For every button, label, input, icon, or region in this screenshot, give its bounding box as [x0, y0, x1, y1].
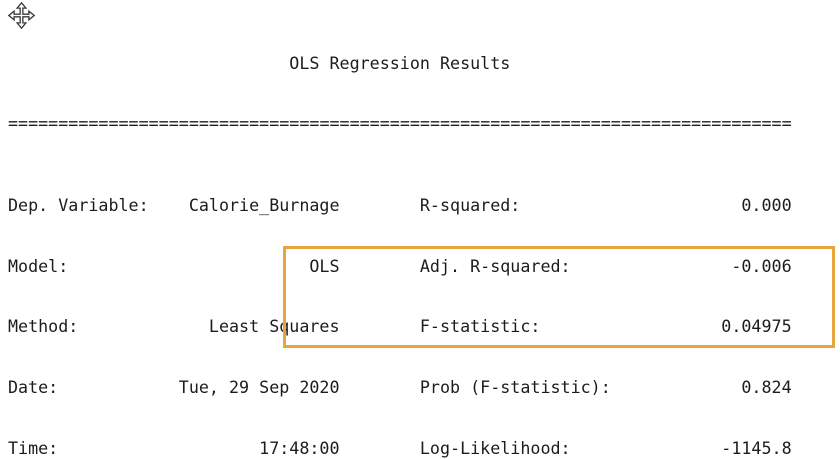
model-info-row: Time: 17:48:00 Log-Likelihood: -1145.8	[8, 438, 822, 458]
summary-title: OLS Regression Results	[289, 52, 511, 73]
model-info-row: Dep. Variable: Calorie_Burnage R-squared: 0…	[8, 195, 822, 215]
stat-value: -0.006	[731, 255, 792, 276]
model-info-row: Date: Tue, 29 Sep 2020 Prob (F-statistic):…	[8, 377, 822, 397]
stat-value: Calorie_Burnage	[188, 194, 340, 215]
stat-value: 0.824	[741, 377, 792, 398]
separator-top: ========================================…	[8, 113, 792, 134]
stat-value: 17:48:00	[259, 438, 340, 459]
summary-text: OLS Regression Results =================…	[8, 12, 822, 459]
stat-label: Prob (F-statistic):	[419, 377, 611, 398]
stat-label: Model:	[8, 255, 69, 276]
stat-label: Adj. R-squared:	[419, 255, 571, 276]
stat-label: Log-Likelihood:	[419, 438, 571, 459]
model-info-row: Method: Least Squares F-statistic: 0.04975	[8, 316, 822, 336]
stat-label: Method:	[8, 316, 79, 337]
stat-label: Date:	[8, 377, 59, 398]
stat-label: F-statistic:	[419, 316, 541, 337]
stat-value: Least Squares	[208, 316, 340, 337]
stat-value: OLS	[309, 255, 340, 276]
move-cursor-icon	[8, 2, 35, 29]
stat-label: Dep. Variable:	[8, 194, 149, 215]
stat-value: -1145.8	[721, 438, 792, 459]
stat-value: Tue, 29 Sep 2020	[178, 377, 340, 398]
model-info-row: Model: OLS Adj. R-squared: -0.006	[8, 256, 822, 276]
stat-value: 0.04975	[721, 316, 792, 337]
stat-label: R-squared:	[419, 194, 521, 215]
stat-value: 0.000	[741, 194, 792, 215]
stat-label: Time:	[8, 438, 59, 459]
